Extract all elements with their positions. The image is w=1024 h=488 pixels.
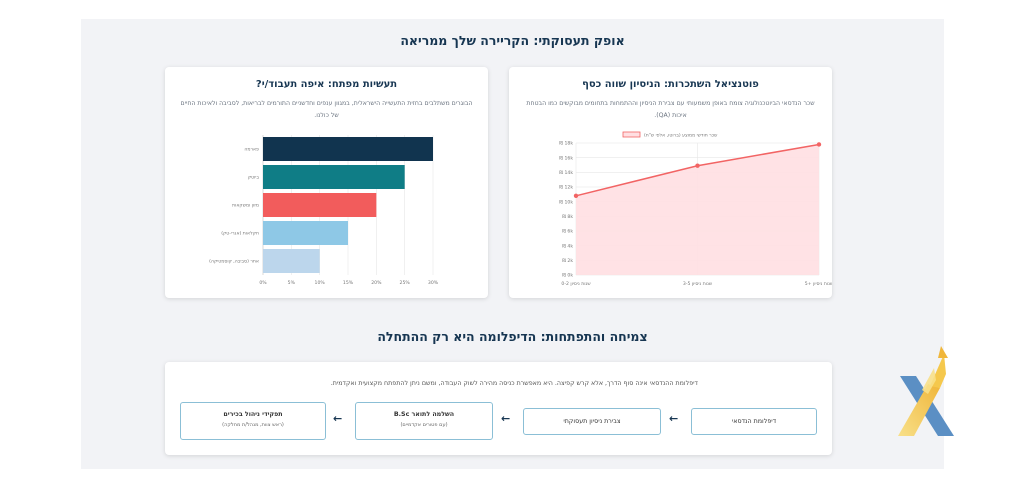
arrow-icon: ← [333,412,343,425]
growth-intro: דיפלומת ההנדסאי אינה סוף הדרך, אלא קרש ק… [330,380,698,387]
step-management-title: תפקידי ניהול בכירים [223,411,283,418]
salary-chart: שכר חודשי ממוצע (ברוטו, אלפי ש"ח) ₪ 0k ₪ 2… [559,131,832,287]
area-fill [576,144,819,275]
y-tick-label: מזון ומשקאות [232,204,259,209]
step-degree-note: (עם פטורים אקדמיים) [400,422,448,428]
y-tick-label: ₪ 2k [562,258,573,264]
legend-swatch [622,131,641,138]
bar [263,137,433,161]
section-title-career: אופק תעסוקתי: הקריירה שלך ממריאה [400,33,625,48]
x-tick-label: 25% [400,280,411,286]
industry-card-description: הבוגרים משתלבים בחזית התעשייה הישראלית, … [180,100,473,119]
bar [263,249,320,273]
salary-card: פוטנציאל השתכרות: הניסיון שווה כסף שכר ה… [509,67,832,298]
x-tick-label: 10% [315,280,326,286]
x-tick-label: 20% [371,280,382,286]
x-tick-label: 30% [428,280,439,286]
data-point [695,163,700,168]
industry-chart: 0% 5% 10% 15% 20% 25% 30% פארמה ביוטק מזון ומשקאו… [209,135,439,286]
x-tick-label: 5+ שנות ניסיון [805,281,832,287]
y-tick-label: ₪ 4k [562,243,573,249]
bar [263,221,348,245]
x-tick-label: 15% [343,280,354,286]
x-tick-label: 3-5 שנות ניסיון [683,281,713,287]
industry-card-title: תעשיות מפתח: איפה תעבוד/י? [255,79,398,90]
x-tick-label: 0% [259,280,267,286]
x-tick-label: 0-2 שנות ניסיון [561,281,591,287]
y-tick-label: חקלאות (אגרי-טק) [221,231,259,237]
y-tick-label: ₪ 0k [562,273,573,279]
y-tick-label: ₪ 6k [562,229,573,235]
step-experience-title: צבירת ניסיון תעסוקתי [563,418,621,425]
step-management-subtitle: (ראש צוות, מנהל/ת מחלקה) [222,422,284,428]
salary-card-title: פוטנציאל השתכרות: הניסיון שווה כסף [582,79,759,90]
content-panel: אופק תעסוקתי: הקריירה שלך ממריאה פוטנציא… [81,19,944,469]
x-arrow-logo-icon [898,346,954,436]
section-title-growth: צמיחה והתפתחות: הדיפלומה היא רק ההתחלה [377,329,648,344]
data-point [573,193,579,198]
y-tick-label: אחר (סביבה, קוסמטיקה) [209,259,259,265]
y-tick-label: ₪ 18k [559,141,573,147]
step-degree-title: השלמה לתואר B.Sc [393,411,455,418]
bar [263,165,405,189]
bar [263,193,377,217]
salary-card-description: שכר הנדסאי הביוטכנולוגיה צומח באופן משמע… [526,100,815,119]
step-management: תפקידי ניהול בכירים (ראש צוות, מנהל/ת מח… [180,402,326,440]
industry-card: תעשיות מפתח: איפה תעבוד/י? הבוגרים משתלב… [165,67,488,298]
step-experience: צבירת ניסיון תעסוקתי [523,408,661,435]
growth-card: דיפלומת ההנדסאי אינה סוף הדרך, אלא קרש ק… [165,362,832,455]
legend-label: שכר חודשי ממוצע (ברוטו, אלפי ש"ח) [644,133,718,139]
arrow-icon: ← [669,412,679,425]
x-tick-label: 5% [288,280,296,286]
y-tick-label: ₪ 12k [559,185,573,191]
y-tick-label: ₪ 14k [559,170,573,176]
y-tick-label: ₪ 16k [559,155,573,161]
data-point [816,142,822,147]
step-degree: השלמה לתואר B.Sc (ראש צוות, מנהל/ת מחלקה… [355,402,493,440]
arrow-icon: ← [501,412,511,425]
step-diploma: דיפלומת הנדסאי [691,408,817,435]
y-tick-label: ביוטק [248,176,260,181]
y-tick-label: ₪ 8k [562,214,573,220]
step-diploma-title: דיפלומת הנדסאי [731,418,777,425]
y-tick-label: פארמה [244,148,259,153]
y-tick-label: ₪ 10k [559,199,573,205]
